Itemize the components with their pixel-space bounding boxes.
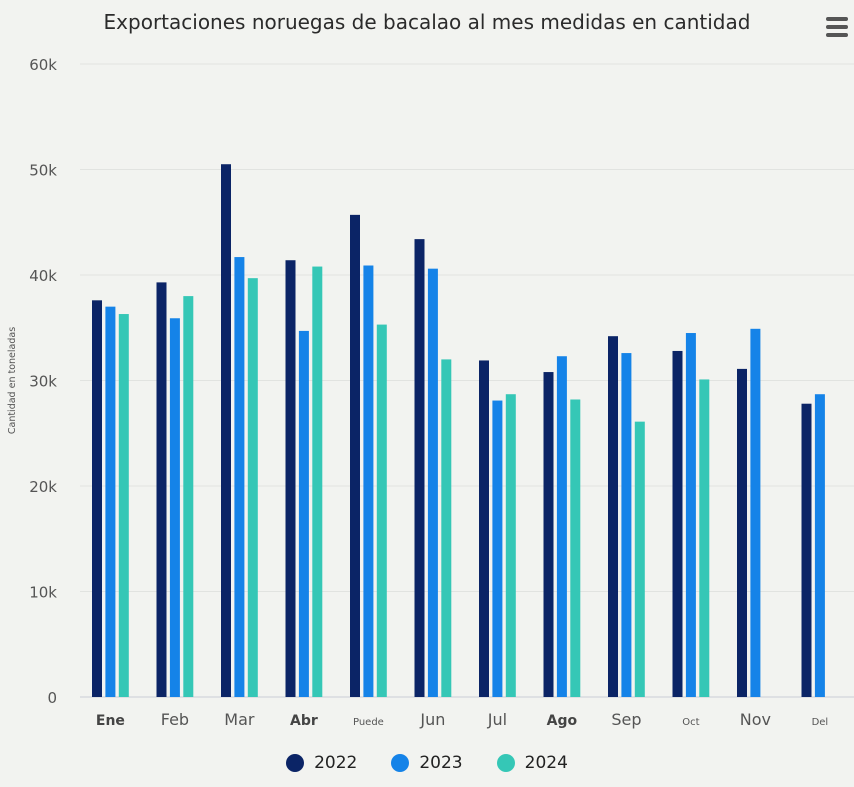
bar-2022-Oct[interactable]	[672, 350, 683, 697]
x-tick-label: Sep	[611, 710, 641, 729]
bar-2022-Sep[interactable]	[608, 336, 618, 697]
y-tick-label: 20k	[29, 478, 57, 496]
bar-2024-Ene[interactable]	[118, 314, 129, 697]
bar-2024-Jul[interactable]	[505, 394, 516, 697]
bar-2024-Mar[interactable]	[247, 278, 258, 697]
y-tick-label: 50k	[29, 162, 57, 180]
legend-item-2023[interactable]: 2023	[391, 753, 463, 773]
bar-2023-Ene[interactable]	[105, 306, 116, 697]
legend-marker	[391, 754, 410, 772]
x-tick-label: Nov	[740, 710, 771, 729]
bar-2022-Jul[interactable]	[479, 360, 489, 697]
x-tick-label: Jun	[419, 710, 445, 729]
x-tick-label: Ene	[96, 713, 125, 729]
bar-2022-Nov[interactable]	[737, 368, 747, 697]
x-tick-label: Abr	[290, 713, 318, 729]
y-tick-label: 30k	[29, 373, 57, 391]
bar-2022-Ene[interactable]	[92, 300, 102, 697]
bar-2023-Jul[interactable]	[492, 400, 503, 697]
bar-2024-Feb[interactable]	[183, 296, 194, 697]
bar-2023-Mar[interactable]	[234, 257, 245, 697]
legend-item-2022[interactable]: 2022	[286, 753, 357, 773]
x-tick-label: Del	[812, 717, 829, 728]
legend-label: 2024	[524, 753, 568, 773]
bar-2022-Jun[interactable]	[414, 239, 425, 697]
x-tick-label: Jul	[487, 710, 507, 729]
bar-2022-Del[interactable]	[801, 403, 812, 697]
y-tick-label: 60k	[29, 56, 57, 74]
x-tick-label: Puede	[353, 717, 384, 728]
bar-2023-Jun[interactable]	[427, 268, 438, 697]
legend-marker	[286, 754, 305, 772]
bar-2022-Feb[interactable]	[156, 282, 167, 697]
x-tick-label: Oct	[682, 717, 699, 728]
legend-label: 2023	[419, 753, 463, 773]
x-tick-label: Feb	[161, 710, 189, 729]
bar-2022-Ago[interactable]	[543, 372, 554, 697]
hamburger-menu-icon[interactable]	[824, 14, 850, 40]
legend-label: 2022	[314, 753, 358, 773]
bar-2022-Abr[interactable]	[285, 260, 296, 697]
x-tick-label: Ago	[547, 713, 578, 729]
bar-2023-Del[interactable]	[814, 394, 825, 697]
bar-2024-Puede[interactable]	[376, 324, 387, 697]
legend: 2022 2023 2024	[0, 753, 854, 773]
y-tick-label: 10k	[29, 584, 57, 602]
bar-2023-Abr[interactable]	[298, 330, 309, 697]
bar-2023-Ago[interactable]	[556, 356, 567, 697]
legend-marker	[496, 754, 515, 772]
chart-title: Exportaciones noruegas de bacalao al mes…	[103, 10, 751, 34]
bar-2023-Nov[interactable]	[750, 328, 761, 697]
bar-2024-Ago[interactable]	[570, 399, 581, 697]
bar-2022-Mar[interactable]	[221, 164, 231, 698]
x-tick-label: Mar	[224, 710, 255, 729]
bar-2023-Puede[interactable]	[363, 265, 374, 697]
legend-item-2024[interactable]: 2024	[496, 753, 568, 773]
y-axis-title: Cantidad en toneladas	[7, 327, 18, 434]
y-tick-label: 40k	[29, 267, 57, 285]
bar-2024-Abr[interactable]	[312, 266, 323, 697]
y-tick-label: 0	[47, 689, 57, 707]
bar-2024-Oct[interactable]	[699, 379, 710, 697]
bar-2023-Oct[interactable]	[685, 333, 696, 697]
bar-2023-Feb[interactable]	[169, 318, 180, 697]
bar-2024-Jun[interactable]	[441, 359, 452, 697]
bar-2022-Puede[interactable]	[350, 214, 360, 698]
bar-2024-Sep[interactable]	[634, 421, 645, 697]
bar-2023-Sep[interactable]	[621, 353, 632, 697]
